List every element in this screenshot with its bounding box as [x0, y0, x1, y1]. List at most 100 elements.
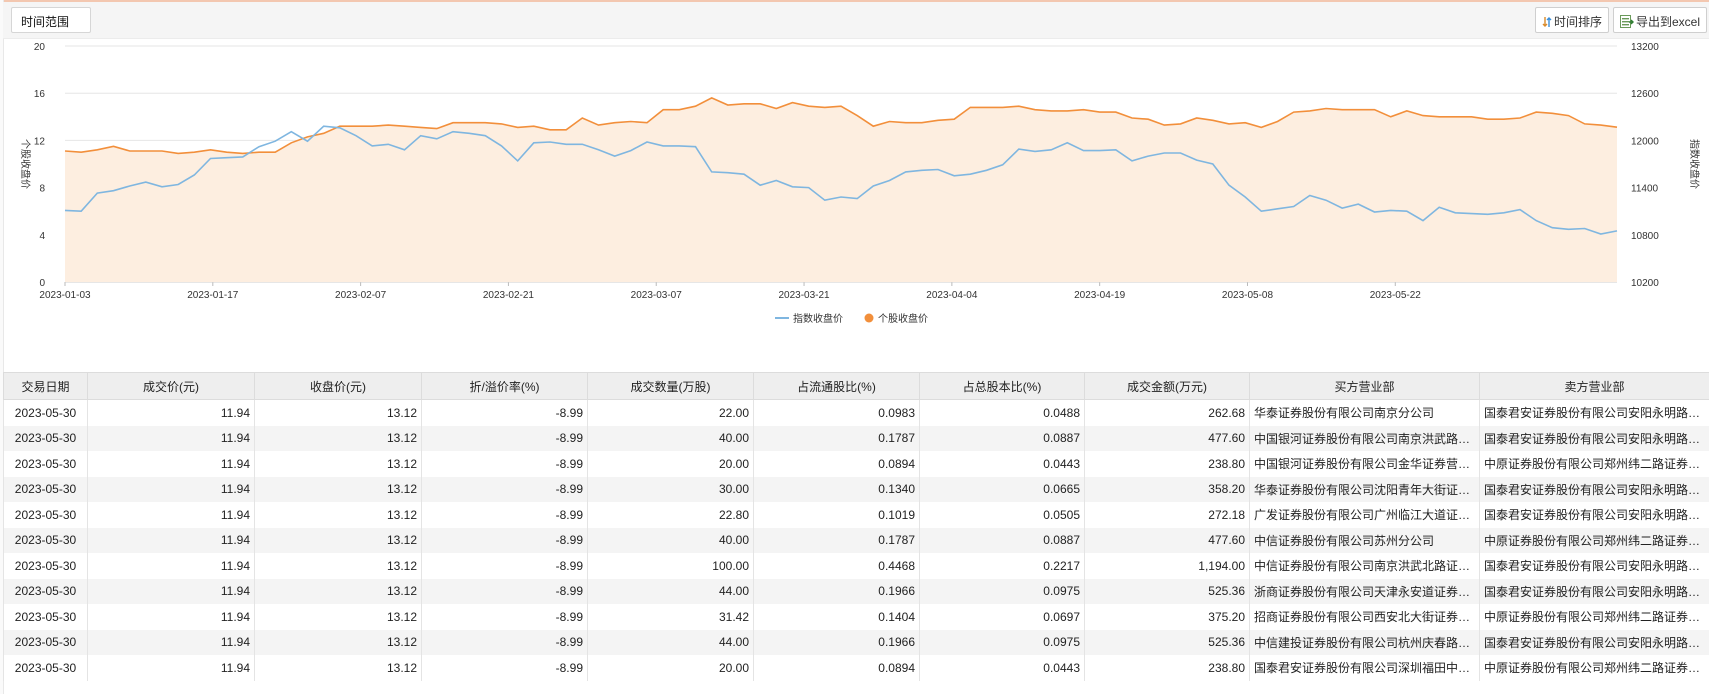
y-left-axis-label: 个股收盘价	[19, 139, 32, 189]
cell-trade-date: 2023-05-30	[3, 451, 88, 477]
cell-buyer: 国泰君安证券股份有限公司深圳福田中心区证券营业部	[1249, 655, 1480, 681]
x-tick-label: 2023-02-21	[483, 290, 535, 301]
cell-premium-rate: -8.99	[421, 655, 588, 681]
cell-close-price: 13.12	[254, 578, 422, 604]
x-tick-label: 2023-02-07	[335, 290, 387, 301]
cell-trade-volume: 40.00	[587, 527, 754, 553]
cell-trade-price: 11.94	[87, 502, 255, 528]
cell-buyer: 浙商证券股份有限公司天津永安道证券营业部	[1249, 578, 1480, 604]
cell-trade-date: 2023-05-30	[3, 425, 88, 451]
cell-close-price: 13.12	[254, 527, 422, 553]
cell-trade-date: 2023-05-30	[3, 629, 88, 655]
header-trade-price[interactable]: 成交价(元)	[87, 372, 255, 400]
cell-float-ratio: 0.1404	[753, 604, 920, 630]
header-trade-volume[interactable]: 成交数量(万股)	[587, 372, 754, 400]
table-row[interactable]: 2023-05-30 11.94 13.12 -8.99 31.42 0.1404 0.06…	[3, 604, 1709, 630]
cell-trade-amount: 1,194.00	[1084, 553, 1250, 579]
cell-float-ratio: 0.0894	[753, 451, 920, 477]
cell-premium-rate: -8.99	[421, 425, 588, 451]
x-tick-label: 2023-04-19	[1074, 290, 1126, 301]
cell-trade-volume: 100.00	[587, 553, 754, 579]
cell-trade-amount: 525.36	[1084, 578, 1250, 604]
cell-buyer: 中信证券股份有限公司南京洪武北路证券营业部	[1249, 553, 1480, 579]
cell-trade-volume: 22.00	[587, 399, 754, 426]
cell-trade-date: 2023-05-30	[3, 604, 88, 630]
y-right-tick-label: 10800	[1631, 231, 1659, 242]
cell-total-ratio: 0.0505	[919, 502, 1085, 528]
legend-stock-marker	[864, 313, 874, 323]
cell-trade-price: 11.94	[87, 578, 255, 604]
cell-total-ratio: 0.0443	[919, 451, 1085, 477]
cell-float-ratio: 0.1019	[753, 502, 920, 528]
table-row[interactable]: 2023-05-30 11.94 13.12 -8.99 22.00 0.0983 0.04…	[3, 399, 1709, 426]
cell-close-price: 13.12	[254, 604, 422, 630]
sort-by-time-button[interactable]: 时间排序	[1535, 7, 1610, 33]
cell-premium-rate: -8.99	[421, 502, 588, 528]
header-total-ratio[interactable]: 占总股本比(%)	[919, 372, 1085, 400]
y-right-axis-label: 指数收盘价	[1688, 139, 1701, 189]
cell-trade-amount: 477.60	[1084, 425, 1250, 451]
cell-total-ratio: 0.2217	[919, 553, 1085, 579]
header-seller[interactable]: 卖方营业部	[1479, 372, 1709, 400]
header-trade-date[interactable]: 交易日期	[3, 372, 88, 400]
cell-trade-date: 2023-05-30	[3, 553, 88, 579]
cell-trade-price: 11.94	[87, 476, 255, 502]
header-premium-rate[interactable]: 折/溢价率(%)	[421, 372, 588, 400]
cell-close-price: 13.12	[254, 399, 422, 426]
table-row[interactable]: 2023-05-30 11.94 13.12 -8.99 40.00 0.1787 0.08…	[3, 527, 1709, 553]
cell-trade-amount: 272.18	[1084, 502, 1250, 528]
y-right-tick-label: 13200	[1631, 42, 1659, 53]
table-row[interactable]: 2023-05-30 11.94 13.12 -8.99 100.00 0.4468 0.2…	[3, 553, 1709, 579]
cell-float-ratio: 0.4468	[753, 553, 920, 579]
cell-premium-rate: -8.99	[421, 604, 588, 630]
table-row[interactable]: 2023-05-30 11.94 13.12 -8.99 20.00 0.0894 0.04…	[3, 655, 1709, 681]
cell-float-ratio: 0.1787	[753, 425, 920, 451]
y-right-tick-label: 12000	[1631, 136, 1659, 147]
table-row[interactable]: 2023-05-30 11.94 13.12 -8.99 40.00 0.1787 0.08…	[3, 425, 1709, 451]
export-label: 导出到excel	[1636, 15, 1701, 29]
cell-trade-volume: 31.42	[587, 604, 754, 630]
time-range-label: 时间范围	[21, 15, 70, 29]
cell-buyer: 中信证券股份有限公司苏州分公司	[1249, 527, 1480, 553]
table-row[interactable]: 2023-05-30 11.94 13.12 -8.99 20.00 0.0894 0.04…	[3, 451, 1709, 477]
cell-seller: 中原证券股份有限公司郑州纬二路证券营业部	[1479, 527, 1709, 553]
x-tick-label: 2023-03-07	[631, 290, 683, 301]
cell-seller: 国泰君安证券股份有限公司安阳永明路证券营业部	[1479, 476, 1709, 502]
export-excel-button[interactable]: 导出到excel	[1613, 7, 1708, 33]
cell-seller: 中原证券股份有限公司郑州纬二路证券营业部	[1479, 655, 1709, 681]
cell-seller: 国泰君安证券股份有限公司安阳永明路证券营业部	[1479, 502, 1709, 528]
cell-trade-volume: 40.00	[587, 425, 754, 451]
cell-float-ratio: 0.1966	[753, 578, 920, 604]
cell-trade-price: 11.94	[87, 451, 255, 477]
cell-close-price: 13.12	[254, 476, 422, 502]
header-close-price[interactable]: 收盘价(元)	[254, 372, 422, 400]
cell-total-ratio: 0.0665	[919, 476, 1085, 502]
cell-trade-amount: 238.80	[1084, 451, 1250, 477]
y-left-tick-label: 20	[34, 42, 46, 53]
cell-trade-date: 2023-05-30	[3, 655, 88, 681]
cell-trade-date: 2023-05-30	[3, 502, 88, 528]
y-left-tick-label: 12	[34, 136, 46, 147]
legend-index-label: 指数收盘价	[793, 312, 843, 325]
table-row[interactable]: 2023-05-30 11.94 13.12 -8.99 44.00 0.1966 0.09…	[3, 578, 1709, 604]
stock-close-line	[64, 97, 1618, 155]
header-buyer[interactable]: 买方营业部	[1249, 372, 1480, 400]
cell-trade-volume: 44.00	[587, 578, 754, 604]
cell-trade-amount: 238.80	[1084, 655, 1250, 681]
cell-buyer: 中信建投证券股份有限公司杭州庆春路证券营业部	[1249, 629, 1480, 655]
cell-float-ratio: 0.1787	[753, 527, 920, 553]
cell-premium-rate: -8.99	[421, 578, 588, 604]
header-trade-amount[interactable]: 成交金额(万元)	[1084, 372, 1250, 400]
y-right-tick-label: 12600	[1631, 89, 1659, 100]
cell-trade-amount: 262.68	[1084, 399, 1250, 426]
excel-icon	[1620, 15, 1634, 31]
y-right-tick-label: 10200	[1631, 278, 1659, 289]
table-row[interactable]: 2023-05-30 11.94 13.12 -8.99 30.00 0.1340 0.06…	[3, 476, 1709, 502]
table-row[interactable]: 2023-05-30 11.94 13.12 -8.99 22.80 0.1019 0.05…	[3, 502, 1709, 528]
header-float-ratio[interactable]: 占流通股比(%)	[753, 372, 920, 400]
x-tick-label: 2023-05-08	[1222, 290, 1274, 301]
stock-area-fill	[65, 97, 1617, 283]
time-range-button[interactable]: 时间范围	[11, 7, 91, 33]
cell-trade-price: 11.94	[87, 553, 255, 579]
table-row[interactable]: 2023-05-30 11.94 13.12 -8.99 44.00 0.1966 0.09…	[3, 629, 1709, 655]
